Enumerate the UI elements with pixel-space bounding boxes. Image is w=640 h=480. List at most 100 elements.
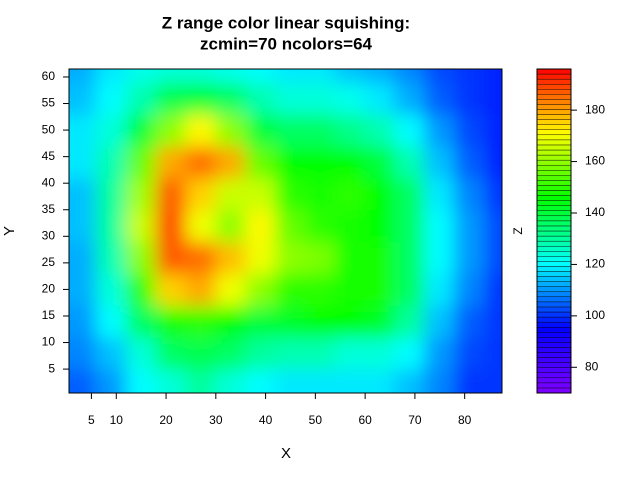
heat-cell [155, 145, 187, 179]
heat-cell [69, 113, 97, 147]
colorbar-level [536, 291, 572, 298]
colorbar-level [536, 185, 572, 191]
heat-cell [275, 177, 306, 211]
heat-cell [334, 81, 366, 115]
colorbar-level [536, 144, 572, 151]
x-tick-label: 10 [110, 413, 124, 427]
colorbar-level [536, 180, 572, 186]
heat-cell [424, 304, 456, 338]
heat-cell [155, 177, 187, 211]
heat-cell [364, 336, 396, 370]
heat-cell [69, 209, 97, 243]
colorbar-level [536, 281, 572, 287]
colorbar-level [536, 326, 572, 333]
heat-cell [95, 368, 127, 393]
heat-cell [334, 113, 366, 147]
heat-cell [364, 272, 396, 306]
heat-cell [304, 113, 336, 147]
heat-cell [484, 368, 502, 393]
colorbar-level [536, 316, 572, 323]
heat-cell [304, 368, 336, 393]
heat-cell [245, 113, 277, 147]
heat-cell [95, 69, 127, 83]
colorbar-level [536, 195, 572, 201]
colorbar-level [536, 225, 572, 232]
x-tick-label: 50 [309, 413, 323, 427]
colorbar-level [536, 68, 572, 75]
heat-cell [245, 177, 277, 211]
heat-cell [215, 241, 247, 274]
x-tick-label: 60 [358, 413, 372, 427]
heat-cell [125, 177, 157, 211]
heat-cell [245, 81, 277, 115]
heat-cell [304, 209, 336, 243]
heat-cell [334, 304, 366, 338]
heat-cell [245, 145, 277, 179]
heat-cell [334, 145, 366, 179]
colorbar-level [536, 119, 572, 125]
heat-cell [185, 177, 217, 211]
heat-cell [95, 81, 127, 115]
heat-cell [424, 177, 456, 211]
heat-cell [484, 336, 502, 370]
heat-cell [275, 368, 306, 393]
heat-cell [155, 336, 187, 370]
plot-area [69, 69, 502, 393]
x-axis-label: X [281, 445, 291, 462]
colorbar-level [536, 296, 572, 303]
heat-cell [215, 177, 247, 211]
heat-cell [364, 145, 396, 179]
heat-cell [275, 145, 306, 179]
heat-cell [95, 241, 127, 274]
heat-cell [364, 113, 396, 147]
y-tick-label: 15 [42, 308, 56, 322]
heat-cell [155, 272, 187, 306]
colorbar-level [536, 301, 572, 308]
colorbar-level [536, 271, 572, 277]
heat-cell [245, 304, 277, 338]
heat-cell [484, 241, 502, 274]
heat-cell [245, 368, 277, 393]
heat-cell [69, 241, 97, 274]
colorbar-level [536, 134, 572, 141]
heat-cell [424, 209, 456, 243]
heat-cell [245, 241, 277, 274]
heat-cell [95, 177, 127, 211]
heat-cell [215, 145, 247, 179]
heat-cell [125, 336, 157, 370]
heat-cell [245, 272, 277, 306]
x-tick-label: 40 [259, 413, 273, 427]
heat-cell [125, 241, 157, 274]
heat-cell [394, 336, 426, 370]
y-tick-label: 20 [42, 282, 56, 296]
heat-cell [364, 177, 396, 211]
heat-cell [95, 209, 127, 243]
heat-cell [155, 368, 187, 393]
heat-cell [215, 209, 247, 243]
heat-cell [185, 368, 217, 393]
colorbar-level [536, 190, 572, 196]
heat-cell [424, 272, 456, 306]
heat-cell [334, 336, 366, 370]
heat-cell [155, 304, 187, 338]
colorbar-level [536, 256, 572, 262]
heat-cell [215, 336, 247, 370]
y-tick-label: 60 [42, 69, 56, 83]
heat-cell [185, 69, 217, 83]
axes: 5 10 20 30 40 50 60 70 80 5 10 15 20 25 30 35 40 45 50 55 60… [42, 68, 605, 427]
colorbar-level [536, 170, 572, 176]
colorbar-level [536, 230, 572, 237]
heat-cell [454, 145, 486, 179]
colorbar-level [536, 164, 572, 171]
heat-cell [364, 69, 396, 83]
colorbar-level [536, 372, 572, 379]
heat-cell [394, 145, 426, 179]
heat-cell [334, 69, 366, 83]
heat-cell [424, 241, 456, 274]
heat-cell [394, 272, 426, 306]
heat-cell [454, 368, 486, 393]
heat-cell [484, 209, 502, 243]
heat-cell [95, 304, 127, 338]
heat-cell [484, 304, 502, 338]
